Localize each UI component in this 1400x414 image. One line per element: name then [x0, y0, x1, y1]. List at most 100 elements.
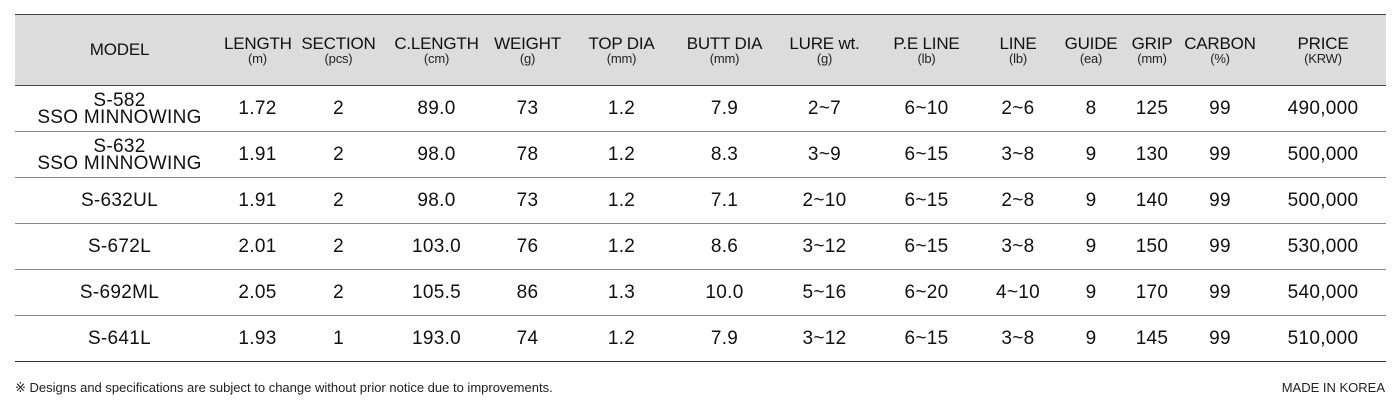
- table-cell: 7.9: [710, 327, 739, 349]
- table-cell: 2: [333, 97, 344, 119]
- column-header-label: P.E LINE: [893, 33, 960, 53]
- table-cell: 490,000: [1287, 97, 1359, 119]
- model-name-line: SSO MINNOWING: [37, 152, 202, 174]
- table-cell: 7.9: [710, 97, 739, 119]
- table-cell: 540,000: [1287, 281, 1359, 303]
- table-cell: 89.0: [417, 97, 456, 119]
- table-cell: 99: [1209, 281, 1231, 303]
- model-cell: S-582 SSO MINNOWING: [15, 86, 224, 132]
- table-cell: 2~8: [1001, 189, 1035, 211]
- table-cell: 130: [1135, 143, 1169, 165]
- model-name-line: S-632: [93, 135, 146, 157]
- model-cell: S-641L: [15, 316, 224, 362]
- table-cell: 105.5: [411, 281, 462, 303]
- model-name-line: S-692ML: [79, 282, 160, 303]
- made-in-label: MADE IN KOREA: [1281, 380, 1385, 395]
- column-header-unit: (lb): [1009, 50, 1027, 66]
- column-header-label: CARBON: [1184, 33, 1256, 53]
- table-cell: 9: [1085, 327, 1097, 349]
- column-header: GUIDE (ea): [1058, 14, 1124, 86]
- table-cell: 6~15: [904, 235, 949, 257]
- table-row: S-632UL 1.91 2 98.0 73 1.2 7.1 2~10 6~15 2~8 9 140 9…: [15, 178, 1386, 224]
- spec-table-container: MODEL LENGTH (m) SECTION (pcs) C.LENGTH (cm) WE…: [15, 14, 1386, 362]
- table-cell: 2: [333, 143, 344, 165]
- column-header: BUTT DIA (mm): [675, 14, 774, 86]
- table-cell: 510,000: [1287, 327, 1359, 349]
- table-cell: 99: [1209, 235, 1231, 257]
- column-header-label: LURE wt.: [789, 33, 860, 53]
- table-row: S-692ML 2.05 2 105.5 86 1.3 10.0 5~16 6~20 4~10 9 1…: [15, 270, 1386, 316]
- table-cell: 103.0: [411, 235, 462, 257]
- table-cell: 1.91: [238, 189, 277, 211]
- column-header-label: C.LENGTH: [394, 33, 479, 53]
- table-cell: 9: [1085, 235, 1097, 257]
- table-body: S-582 SSO MINNOWING 1.72 2 89.0 73 1.2 7.9 2~7 6~…: [15, 86, 1386, 362]
- column-header-label: LINE: [999, 33, 1037, 53]
- table-row: S-672L 2.01 2 103.0 76 1.2 8.6 3~12 6~15 3~8 9 150 9…: [15, 224, 1386, 270]
- column-header-unit: (mm): [709, 50, 740, 66]
- column-header: MODEL: [15, 14, 224, 86]
- column-header: TOP DIA (mm): [568, 14, 675, 86]
- table-cell: 530,000: [1287, 235, 1359, 257]
- column-header: P.E LINE (lb): [875, 14, 978, 86]
- column-header: PRICE (KRW): [1260, 14, 1386, 86]
- table-cell: 74: [516, 327, 539, 349]
- table-cell: 73: [516, 97, 539, 119]
- column-header: LINE (lb): [978, 14, 1058, 86]
- column-header-label: BUTT DIA: [686, 33, 763, 53]
- table-cell: 500,000: [1287, 143, 1359, 165]
- table-cell: 1.93: [238, 327, 277, 349]
- table-cell: 76: [516, 235, 539, 257]
- table-cell: 170: [1135, 281, 1169, 303]
- model-name-line: SSO MINNOWING: [37, 106, 202, 128]
- column-header: SECTION (pcs): [291, 14, 386, 86]
- table-cell: 6~15: [904, 327, 949, 349]
- spec-table: MODEL LENGTH (m) SECTION (pcs) C.LENGTH (cm) WE…: [15, 14, 1386, 362]
- table-cell: 8: [1085, 97, 1097, 119]
- table-cell: 6~20: [904, 281, 949, 303]
- table-cell: 1.2: [607, 235, 636, 257]
- column-header-unit: (cm): [423, 50, 450, 66]
- column-header-label: SECTION: [301, 33, 376, 53]
- table-cell: 125: [1135, 97, 1169, 119]
- table-cell: 10.0: [705, 281, 744, 303]
- model-cell: S-632 SSO MINNOWING: [15, 132, 224, 178]
- table-cell: 3~12: [802, 235, 847, 257]
- column-header-label: GUIDE: [1064, 33, 1118, 53]
- table-header-row: MODEL LENGTH (m) SECTION (pcs) C.LENGTH (cm) WE…: [15, 14, 1386, 86]
- table-cell: 9: [1085, 189, 1097, 211]
- table-cell: 150: [1135, 235, 1169, 257]
- table-cell: 2: [333, 235, 344, 257]
- table-cell: 500,000: [1287, 189, 1359, 211]
- table-cell: 4~10: [996, 281, 1040, 303]
- table-cell: 98.0: [417, 143, 456, 165]
- column-header-unit: (m): [248, 50, 267, 66]
- table-cell: 2.01: [238, 235, 277, 257]
- table-cell: 2: [333, 281, 344, 303]
- column-header-label: TOP DIA: [588, 33, 655, 53]
- table-row: S-582 SSO MINNOWING 1.72 2 89.0 73 1.2 7.9 2~7 6~…: [15, 86, 1386, 132]
- table-cell: 145: [1135, 327, 1169, 349]
- table-cell: 3~8: [1001, 327, 1035, 349]
- column-header-label: PRICE: [1297, 33, 1349, 53]
- table-cell: 2.05: [238, 281, 277, 303]
- column-header-unit: (mm): [1137, 50, 1167, 66]
- column-header-label: GRIP: [1131, 33, 1173, 53]
- table-cell: 78: [516, 143, 539, 165]
- table-row: S-641L 1.93 1 193.0 74 1.2 7.9 3~12 6~15 3~8 9 145 9…: [15, 316, 1386, 362]
- table-cell: 8.6: [710, 235, 739, 257]
- column-header-unit: (mm): [606, 50, 637, 66]
- column-header-unit: (g): [816, 50, 833, 66]
- column-header: CARBON (%): [1180, 14, 1260, 86]
- table-cell: 1.72: [238, 97, 277, 119]
- table-cell: 1.2: [607, 189, 636, 211]
- table-cell: 1.3: [607, 281, 636, 303]
- table-cell: 99: [1209, 327, 1231, 349]
- column-header-unit: (g): [519, 50, 536, 66]
- table-cell: 140: [1135, 189, 1169, 211]
- table-cell: 2~10: [802, 189, 847, 211]
- table-cell: 8.3: [710, 143, 739, 165]
- table-cell: 3~8: [1001, 235, 1035, 257]
- table-cell: 5~16: [802, 281, 847, 303]
- table-cell: 1.2: [607, 143, 636, 165]
